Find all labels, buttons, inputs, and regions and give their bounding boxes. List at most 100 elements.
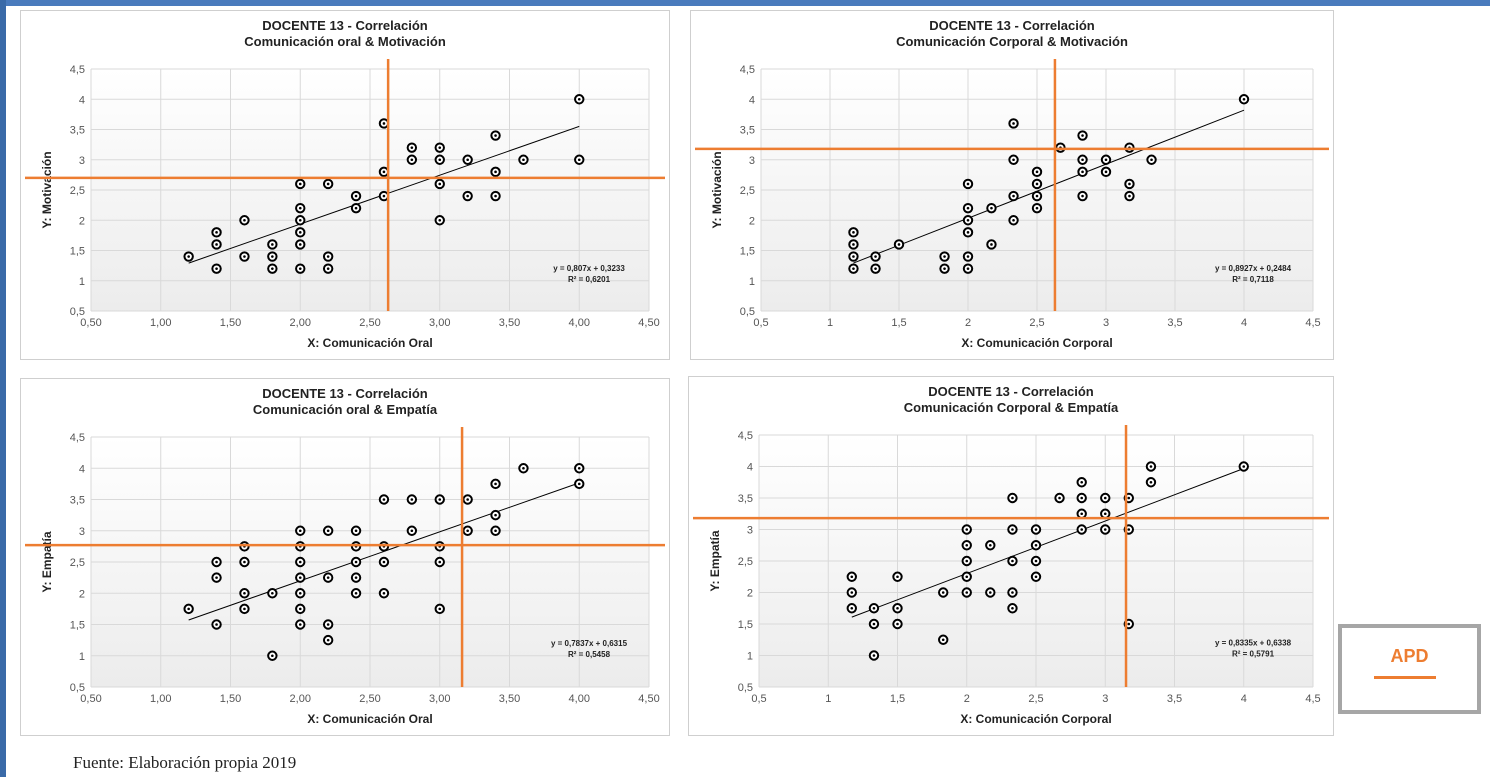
data-point-center bbox=[187, 255, 190, 258]
y-tick-label: 2 bbox=[749, 215, 755, 227]
x-tick-label: 2,00 bbox=[290, 317, 311, 329]
data-point-center bbox=[1035, 206, 1039, 210]
data-point-center bbox=[298, 623, 302, 626]
data-point-center bbox=[1103, 512, 1107, 516]
data-point-center bbox=[577, 97, 581, 101]
y-tick-label: 3 bbox=[79, 155, 85, 167]
y-tick-label: 3,5 bbox=[740, 125, 755, 137]
data-point-center bbox=[896, 622, 899, 626]
data-point-center bbox=[852, 243, 855, 246]
chart-title: DOCENTE 13 - Correlación bbox=[262, 18, 427, 33]
x-tick-label: 1,5 bbox=[890, 693, 905, 705]
x-tick-label: 1,50 bbox=[220, 317, 241, 329]
data-point-center bbox=[354, 194, 358, 198]
data-point-center bbox=[494, 134, 497, 137]
y-tick-label: 0,5 bbox=[740, 306, 755, 318]
data-point-center bbox=[215, 560, 218, 564]
x-tick-label: 2 bbox=[964, 693, 970, 705]
data-point-center bbox=[874, 267, 877, 270]
data-point-center bbox=[382, 122, 386, 125]
data-point-center bbox=[298, 591, 302, 595]
left-frame-border bbox=[0, 0, 6, 777]
x-tick-label: 4 bbox=[1241, 693, 1247, 705]
data-point-center bbox=[1127, 496, 1131, 500]
data-point-center bbox=[943, 267, 946, 270]
chart-subtitle: Comunicación Corporal & Motivación bbox=[896, 34, 1128, 49]
data-point-center bbox=[966, 255, 970, 258]
y-tick-label: 1 bbox=[79, 651, 85, 663]
x-tick-label: 4,00 bbox=[569, 693, 590, 705]
y-tick-label: 4 bbox=[747, 462, 753, 474]
data-point-center bbox=[1081, 170, 1084, 174]
x-tick-label: 3,00 bbox=[429, 693, 450, 705]
data-point-center bbox=[243, 591, 246, 595]
x-tick-label: 0,5 bbox=[751, 693, 766, 705]
data-point-center bbox=[1035, 194, 1039, 198]
y-tick-label: 2 bbox=[79, 588, 85, 600]
data-point-center bbox=[271, 255, 274, 258]
data-point-center bbox=[298, 206, 302, 210]
data-point-center bbox=[943, 255, 946, 258]
data-point-center bbox=[271, 591, 274, 595]
data-point-center bbox=[1080, 528, 1084, 531]
y-tick-label: 0,5 bbox=[70, 306, 85, 318]
chart-subtitle: Comunicación oral & Motivación bbox=[244, 34, 446, 49]
top-frame-border bbox=[0, 0, 1490, 6]
data-point-center bbox=[382, 498, 386, 501]
x-tick-label: 1,5 bbox=[891, 317, 906, 329]
r-squared-label: R² = 0,5791 bbox=[1232, 649, 1275, 658]
data-point-center bbox=[298, 607, 302, 611]
data-point-center bbox=[852, 267, 855, 270]
x-axis-label: X: Comunicación Corporal bbox=[960, 712, 1111, 726]
data-point-center bbox=[1150, 158, 1153, 162]
data-point-center bbox=[298, 218, 302, 222]
y-tick-label: 3 bbox=[747, 525, 753, 537]
x-tick-label: 3,5 bbox=[1167, 317, 1182, 329]
x-tick-label: 4,00 bbox=[569, 317, 590, 329]
chart-oral-motivacion: DOCENTE 13 - Correlación Comunicación ora… bbox=[20, 10, 670, 360]
data-point-center bbox=[1011, 606, 1014, 610]
y-tick-label: 0,5 bbox=[738, 682, 753, 694]
data-point-center bbox=[187, 607, 190, 611]
trend-equation: y = 0,7837x + 0,6315 bbox=[551, 639, 628, 648]
x-tick-label: 4,5 bbox=[1305, 693, 1320, 705]
data-point-center bbox=[1080, 480, 1084, 484]
data-point-center bbox=[1035, 182, 1039, 186]
y-tick-label: 3,5 bbox=[70, 495, 85, 507]
data-point-center bbox=[990, 243, 993, 246]
data-point-center bbox=[466, 158, 469, 162]
x-tick-label: 2,5 bbox=[1028, 693, 1043, 705]
data-point-center bbox=[1127, 528, 1131, 531]
data-point-center bbox=[382, 170, 386, 174]
chart-subtitle: Comunicación Corporal & Empatía bbox=[904, 400, 1119, 415]
data-point-center bbox=[326, 576, 330, 579]
y-tick-label: 4 bbox=[79, 463, 85, 475]
y-tick-label: 3 bbox=[79, 526, 85, 538]
data-point-center bbox=[466, 194, 469, 198]
data-point-center bbox=[382, 194, 386, 198]
data-point-center bbox=[1103, 528, 1107, 531]
y-tick-label: 0,5 bbox=[70, 682, 85, 694]
x-tick-label: 4 bbox=[1241, 317, 1247, 329]
y-tick-label: 2 bbox=[747, 588, 753, 600]
data-point-center bbox=[965, 559, 969, 563]
x-tick-label: 3,5 bbox=[1167, 693, 1182, 705]
data-point-center bbox=[1104, 158, 1108, 162]
data-point-center bbox=[438, 158, 442, 162]
data-point-center bbox=[896, 606, 899, 610]
data-point-center bbox=[965, 543, 969, 547]
trend-equation: y = 0,8927x + 0,2484 bbox=[1215, 264, 1292, 273]
y-tick-label: 3,5 bbox=[738, 493, 753, 505]
data-point-center bbox=[897, 243, 901, 246]
data-point-center bbox=[466, 529, 469, 533]
y-tick-label: 2,5 bbox=[740, 185, 755, 197]
data-point-center bbox=[326, 638, 330, 642]
data-point-center bbox=[271, 267, 274, 270]
data-point-center bbox=[438, 560, 442, 564]
data-point-center bbox=[1012, 218, 1015, 222]
data-point-center bbox=[577, 466, 581, 470]
data-point-center bbox=[354, 576, 358, 579]
data-point-center bbox=[990, 206, 993, 210]
